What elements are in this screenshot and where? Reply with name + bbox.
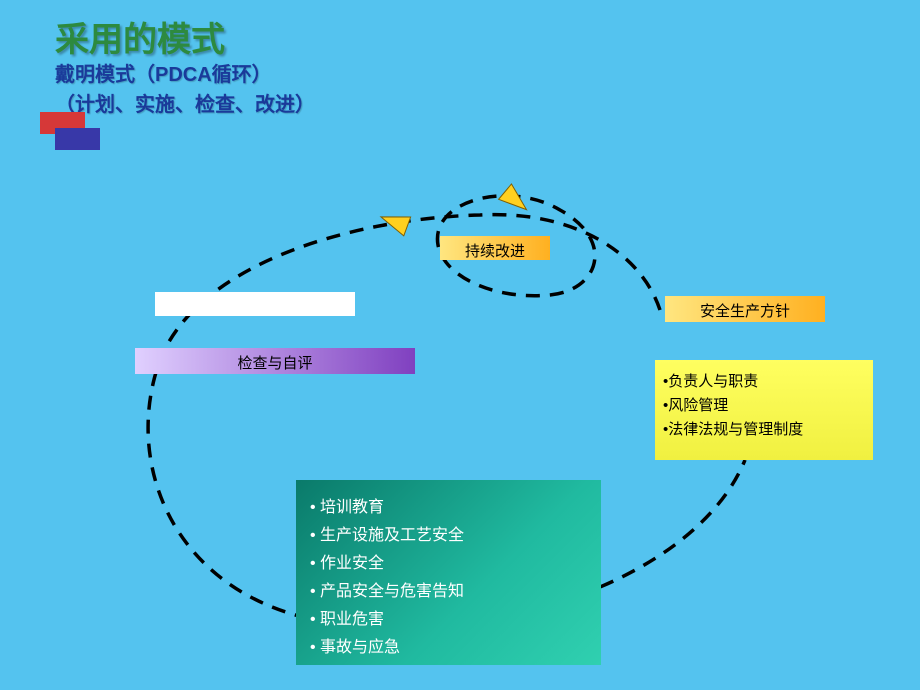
box-safety-policy: 安全生产方针 [665, 296, 825, 322]
decoration-blue-block [55, 128, 100, 150]
do-list-item: • 作业安全 [310, 550, 591, 578]
plan-list-item: •法律法规与管理制度 [663, 418, 865, 442]
box-check-selfeval: 检查与自评 [135, 348, 415, 374]
title-sub1: 戴明模式（PDCA循环） [55, 58, 272, 87]
do-list-item: • 产品安全与危害告知 [310, 578, 591, 606]
box-continuous-improvement: 持续改进 [440, 236, 550, 260]
do-list-item: • 培训教育 [310, 494, 591, 522]
plan-list-item: •负责人与职责 [663, 370, 865, 394]
flow-arrow-icon [377, 207, 410, 235]
flow-arrow-icon [499, 184, 533, 217]
do-list-item: • 职业危害 [310, 606, 591, 634]
title-main: 采用的模式 [55, 12, 225, 61]
box-blank [155, 292, 355, 316]
box-plan-list: •负责人与职责•风险管理•法律法规与管理制度 [655, 360, 873, 460]
box-do-list: • 培训教育• 生产设施及工艺安全• 作业安全• 产品安全与危害告知• 职业危害… [296, 480, 601, 665]
plan-list-item: •风险管理 [663, 394, 865, 418]
do-list-item: • 生产设施及工艺安全 [310, 522, 591, 550]
do-list-item: • 事故与应急 [310, 634, 591, 662]
title-sub2: （计划、实施、检查、改进） [55, 88, 315, 117]
